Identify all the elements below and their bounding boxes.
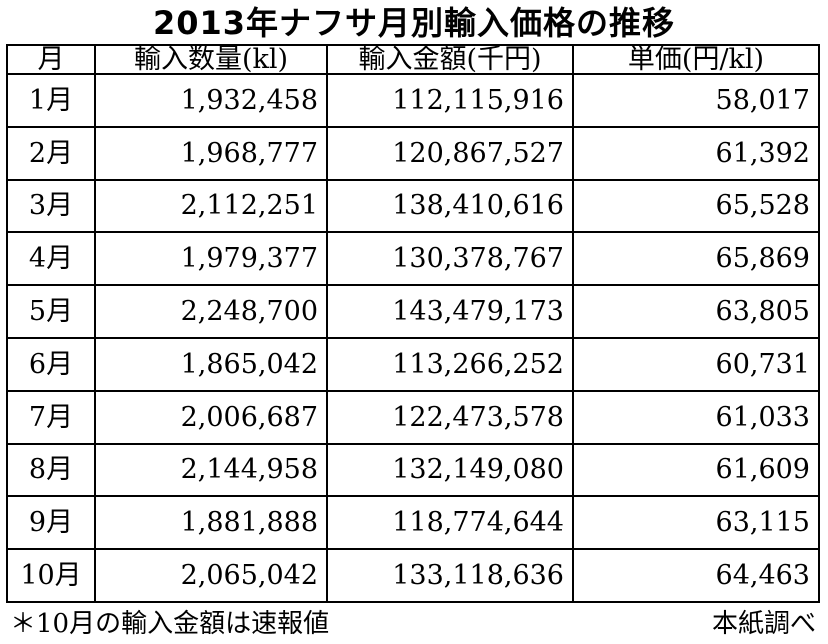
- cell-import-quantity: 1,979,377: [94, 231, 328, 287]
- header-import-quantity: 輸入数量(kl): [94, 44, 328, 75]
- cell-unit-price: 65,528: [572, 178, 820, 234]
- table-row: 9月 1,881,888 118,774,644 63,115: [6, 495, 820, 551]
- table-header-row: 月 輸入数量(kl) 輸入金額(千円) 単価(円/kl): [6, 44, 820, 75]
- table-row: 3月 2,112,251 138,410,616 65,528: [6, 178, 820, 234]
- header-month: 月: [6, 44, 96, 75]
- cell-import-amount: 113,266,252: [326, 336, 574, 392]
- cell-import-amount: 122,473,578: [326, 389, 574, 445]
- cell-import-amount: 132,149,080: [326, 442, 574, 498]
- header-unit-price: 単価(円/kl): [572, 44, 820, 75]
- cell-import-quantity: 1,968,777: [94, 125, 328, 181]
- cell-unit-price: 61,392: [572, 125, 820, 181]
- cell-month: 5月: [6, 284, 96, 339]
- cell-unit-price: 63,115: [572, 495, 820, 551]
- cell-import-quantity: 1,881,888: [94, 495, 328, 551]
- cell-import-amount: 133,118,636: [326, 548, 574, 603]
- cell-unit-price: 63,805: [572, 284, 820, 339]
- cell-import-quantity: 2,112,251: [94, 178, 328, 234]
- cell-month: 4月: [6, 231, 96, 287]
- cell-import-amount: 138,410,616: [326, 178, 574, 234]
- cell-unit-price: 60,731: [572, 336, 820, 392]
- cell-import-amount: 143,479,173: [326, 284, 574, 339]
- cell-unit-price: 65,869: [572, 231, 820, 287]
- table-row: 2月 1,968,777 120,867,527 61,392: [6, 125, 820, 181]
- table-row: 10月 2,065,042 133,118,636 64,463: [6, 548, 820, 603]
- cell-import-quantity: 2,144,958: [94, 442, 328, 498]
- cell-import-amount: 118,774,644: [326, 495, 574, 551]
- cell-import-amount: 112,115,916: [326, 73, 574, 128]
- table-row: 7月 2,006,687 122,473,578 61,033: [6, 389, 820, 445]
- table-row: 4月 1,979,377 130,378,767 65,869: [6, 231, 820, 287]
- source-credit: 本紙調べ: [711, 609, 816, 639]
- table-row: 1月 1,932,458 112,115,916 58,017: [6, 73, 820, 128]
- cell-import-amount: 130,378,767: [326, 231, 574, 287]
- footnote: ＊10月の輸入金額は速報値: [10, 609, 330, 639]
- cell-month: 1月: [6, 73, 96, 128]
- cell-import-quantity: 2,065,042: [94, 548, 328, 603]
- cell-unit-price: 61,609: [572, 442, 820, 498]
- cell-month: 3月: [6, 178, 96, 234]
- cell-import-amount: 120,867,527: [326, 125, 574, 181]
- cell-month: 2月: [6, 125, 96, 181]
- table-row: 6月 1,865,042 113,266,252 60,731: [6, 336, 820, 392]
- table-row: 8月 2,144,958 132,149,080 61,609: [6, 442, 820, 498]
- cell-month: 9月: [6, 495, 96, 551]
- naphtha-import-table: 月 輸入数量(kl) 輸入金額(千円) 単価(円/kl) 1月 1,932,45…: [6, 44, 820, 603]
- cell-import-quantity: 2,248,700: [94, 284, 328, 339]
- cell-import-quantity: 1,932,458: [94, 73, 328, 128]
- header-import-amount: 輸入金額(千円): [326, 44, 574, 75]
- cell-import-quantity: 1,865,042: [94, 336, 328, 392]
- cell-month: 6月: [6, 336, 96, 392]
- cell-unit-price: 64,463: [572, 548, 820, 603]
- cell-unit-price: 58,017: [572, 73, 820, 128]
- page-title: 2013年ナフサ月別輸入価格の推移: [152, 4, 676, 42]
- cell-import-quantity: 2,006,687: [94, 389, 328, 445]
- cell-unit-price: 61,033: [572, 389, 820, 445]
- cell-month: 10月: [6, 548, 96, 603]
- table-row: 5月 2,248,700 143,479,173 63,805: [6, 284, 820, 339]
- cell-month: 8月: [6, 442, 96, 498]
- cell-month: 7月: [6, 389, 96, 445]
